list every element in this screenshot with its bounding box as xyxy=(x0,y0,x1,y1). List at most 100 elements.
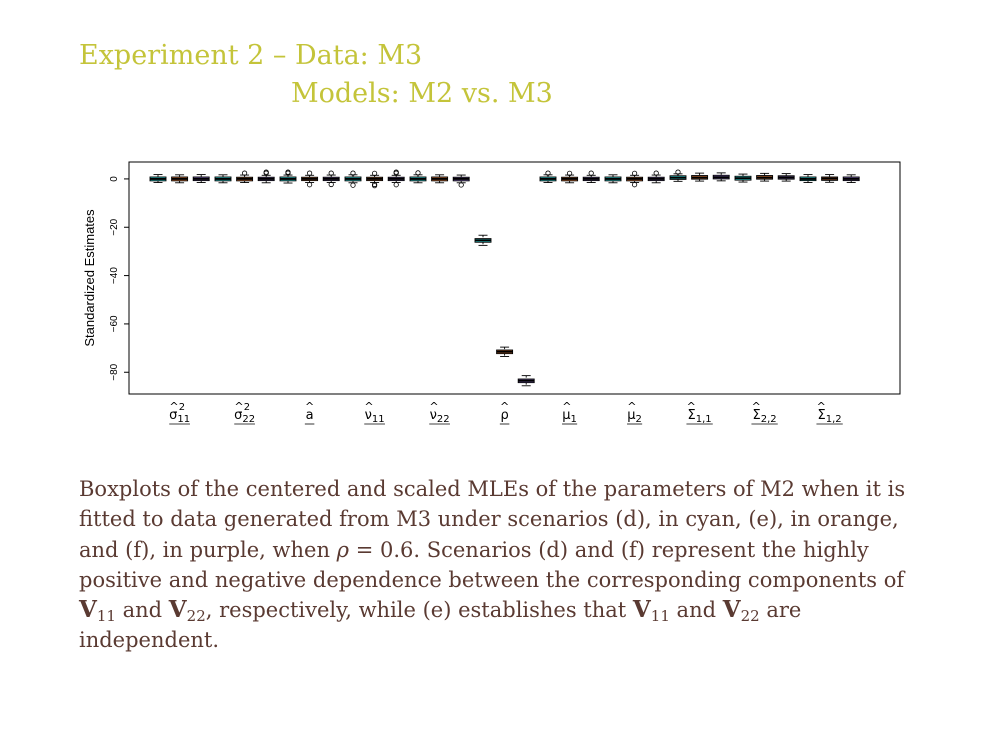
x-tick-label: ν22 xyxy=(430,408,450,425)
box-outlier xyxy=(588,170,594,176)
slide-title-line-2: Models: M2 vs. M3 xyxy=(291,78,553,109)
box-outlier xyxy=(631,170,638,176)
x-label-base: σ xyxy=(169,408,177,423)
x-label-hat: ^ xyxy=(500,400,509,413)
y-tick-label: −60 xyxy=(109,315,120,332)
box-9-2 xyxy=(777,173,795,182)
box-9-1 xyxy=(756,172,774,182)
x-label-hat: ^ xyxy=(234,400,243,413)
x-label-hat: ^ xyxy=(305,400,314,413)
x-tick-label: σ22 xyxy=(234,408,255,425)
x-tick-label: Σ2,2 xyxy=(753,408,777,425)
x-tick-label: μ2 xyxy=(627,408,642,425)
x-label-base: a xyxy=(306,408,314,423)
box-4-1 xyxy=(431,174,449,184)
box-3-0 xyxy=(344,170,362,188)
x-label-hat: ^ xyxy=(687,400,696,413)
box-outlier xyxy=(545,170,551,176)
x-tick-label: ν11 xyxy=(365,408,385,425)
box-outlier xyxy=(242,170,248,176)
x-label-base: σ xyxy=(234,408,242,423)
caption-text-1: Boxplots of the centered and scaled MLEs… xyxy=(79,477,906,562)
box-10-0 xyxy=(799,174,817,183)
box-outlier xyxy=(285,169,291,175)
x-label-hat: ^ xyxy=(429,400,438,413)
y-tick-label: 0 xyxy=(109,176,120,182)
y-tick-label: −80 xyxy=(109,363,120,380)
x-label-subscript: 11 xyxy=(372,414,385,425)
caption-text-3: , respectively, while (e) establishes th… xyxy=(205,598,633,623)
box-8-1 xyxy=(691,172,709,182)
x-label-hat: ^ xyxy=(817,400,826,413)
x-tick-label: Σ1,2 xyxy=(818,408,842,425)
caption-v-symbol: V xyxy=(79,596,97,624)
box-6-2 xyxy=(582,170,600,183)
box-outlier xyxy=(631,182,638,188)
box-outlier xyxy=(393,182,399,188)
x-label-base: Σ xyxy=(688,408,696,423)
caption-subscript: 11 xyxy=(650,607,670,626)
box-7-0 xyxy=(604,174,622,184)
x-label-base: μ xyxy=(562,408,570,423)
box-8-0 xyxy=(669,169,687,182)
x-label-subscript: 2,2 xyxy=(761,414,777,425)
x-label-subscript: 22 xyxy=(242,414,255,425)
x-label-hat: ^ xyxy=(169,400,178,413)
y-tick-label: −40 xyxy=(109,267,120,284)
box-outlier xyxy=(371,183,378,189)
x-label-hat: ^ xyxy=(562,400,571,413)
box-10-1 xyxy=(821,174,839,183)
caption-text-and: and xyxy=(115,598,169,623)
caption-v-symbol: V xyxy=(722,596,741,624)
y-tick-label: −20 xyxy=(109,218,120,235)
box-outlier xyxy=(653,170,659,176)
x-tick-label: μ1 xyxy=(562,408,577,425)
x-label-hat: ^ xyxy=(627,400,636,413)
box-outlier xyxy=(458,182,464,188)
box-8-2 xyxy=(712,172,730,182)
x-label-superscript: 2 xyxy=(179,402,185,413)
box-outlier xyxy=(350,170,356,176)
box-5-2 xyxy=(517,375,535,387)
box-outlier xyxy=(263,169,269,175)
x-label-superscript: 2 xyxy=(244,402,250,413)
box-0-2 xyxy=(192,174,210,183)
box-5-1 xyxy=(496,346,514,357)
x-label-subscript: 22 xyxy=(437,414,450,425)
caption-v-symbol: V xyxy=(168,596,187,624)
slide-title-line-1: Experiment 2 – Data: M3 xyxy=(79,40,423,71)
caption-rho-symbol: ρ xyxy=(336,537,350,562)
box-4-2 xyxy=(452,174,470,188)
x-label-subscript: 1 xyxy=(571,414,577,425)
box-6-1 xyxy=(561,170,579,184)
box-outlier xyxy=(328,170,334,176)
box-1-0 xyxy=(214,174,232,184)
y-axis-label: Standardized Estimates xyxy=(82,209,97,347)
x-label-subscript: 11 xyxy=(177,414,190,425)
box-1-2 xyxy=(257,169,275,184)
box-outlier xyxy=(675,169,681,175)
box-outlier xyxy=(328,181,334,188)
box-outlier xyxy=(566,170,573,176)
caption-subscript: 22 xyxy=(740,607,760,626)
x-tick-label: σ11 xyxy=(169,408,190,425)
box-1-1 xyxy=(236,170,254,183)
caption-text-2: = 0.6. Scenarios (d) and (f) represent t… xyxy=(79,537,905,592)
x-label-base: ν xyxy=(430,408,437,423)
box-5-0 xyxy=(474,234,492,246)
box-0-0 xyxy=(149,174,167,183)
plot-frame xyxy=(128,161,901,395)
x-label-base: Σ xyxy=(818,408,826,423)
x-label-hat: ^ xyxy=(364,400,373,413)
box-outlier xyxy=(393,169,399,175)
x-tick-label: ρ xyxy=(500,408,508,423)
box-2-0 xyxy=(279,169,297,184)
box-outlier xyxy=(306,182,313,188)
x-label-subscript: 2 xyxy=(636,414,642,425)
box-3-2 xyxy=(387,169,405,188)
x-label-subscript: 1,1 xyxy=(696,414,712,425)
box-10-2 xyxy=(842,174,860,183)
caption-text-4: are independent. xyxy=(79,598,802,653)
box-6-0 xyxy=(539,170,557,183)
box-outlier xyxy=(306,170,313,176)
